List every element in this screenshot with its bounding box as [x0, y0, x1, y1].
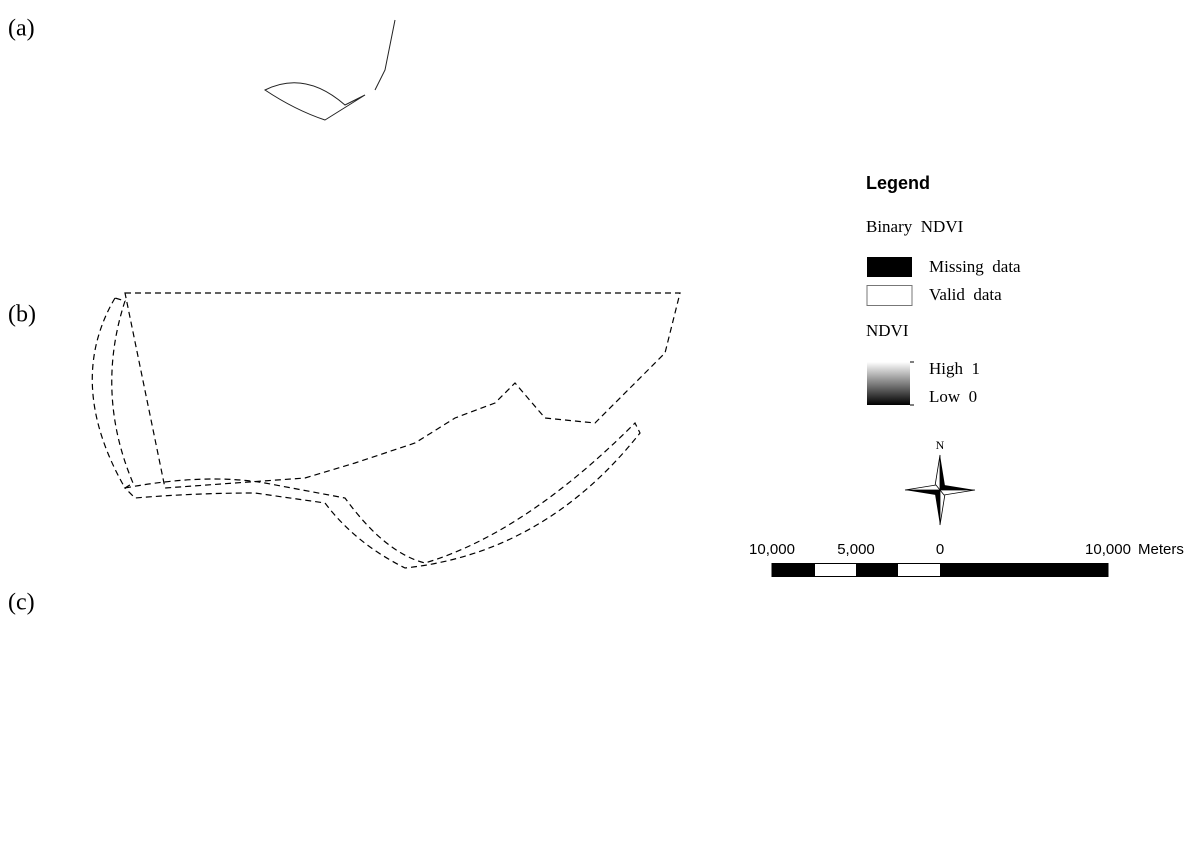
legend-item: Missing data [929, 257, 1021, 276]
legend-item: Valid data [929, 285, 1002, 304]
legend-gradient [867, 362, 910, 405]
map-panel-c [75, 578, 685, 856]
legend-heading: NDVI [866, 321, 909, 340]
legend-low: Low 0 [929, 387, 977, 406]
missing-data-area [75, 578, 685, 856]
missing-data-area [75, 293, 685, 573]
water-body [275, 603, 374, 678]
scale-bar: 10,000 5,000 0 10,000 Meters [749, 541, 1184, 577]
panel-label: (c) [8, 590, 35, 616]
figure: (a) (b) (c) Legend Binary NDVI Missing d… [0, 0, 1203, 856]
legend-heading: Binary NDVI [866, 217, 964, 236]
legend-title: Legend [866, 173, 930, 193]
water-body [265, 20, 395, 120]
ndvi-raster [75, 578, 275, 788]
scale-unit: Meters [1138, 541, 1184, 558]
north-arrow: N [905, 438, 975, 525]
map-panel-b [75, 293, 685, 573]
legend-swatch [867, 286, 912, 306]
north-label: N [936, 438, 945, 452]
legend: Legend Binary NDVI Missing data Valid da… [866, 173, 1021, 406]
panel-label: (b) [8, 302, 36, 328]
coast-outline [92, 293, 680, 568]
panel-label: (a) [8, 16, 35, 42]
water-body [275, 318, 374, 393]
legend-swatch [867, 257, 912, 277]
legend-high: High 1 [929, 359, 980, 378]
scale-label: 10,000 [749, 541, 795, 558]
valid-data-area [75, 293, 275, 503]
scale-label: 5,000 [837, 541, 875, 558]
page: {"panels": [{"label": "(a)"}, {"label": … [0, 0, 1203, 856]
ndvi-raster [75, 10, 685, 290]
scale-label: 10,000 [1085, 541, 1131, 558]
map-panel-a [75, 10, 685, 290]
scale-label: 0 [936, 541, 944, 558]
